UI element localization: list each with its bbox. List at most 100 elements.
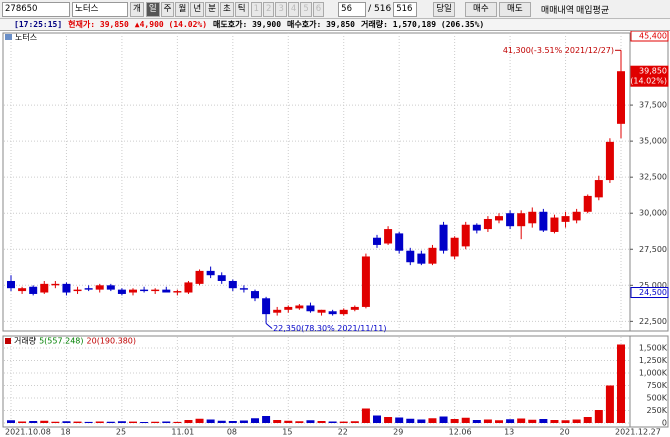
number-button[interactable]: 3 <box>275 1 287 17</box>
info-item: 거래량: 1,570,189 (206.35%) <box>361 20 485 29</box>
number-button[interactable]: 6 <box>312 1 325 17</box>
x-tick-label: 25 <box>116 428 126 437</box>
total-input[interactable]: 516 <box>393 1 418 17</box>
volume-bar <box>517 418 526 423</box>
x-tick-label: 2021.10.08 <box>5 428 51 437</box>
candle-body <box>417 253 426 264</box>
candle-body <box>95 285 104 290</box>
volume-bar <box>29 421 38 423</box>
period-button[interactable]: 일 <box>145 1 160 17</box>
candle-body <box>306 305 315 312</box>
candle-body <box>361 256 370 307</box>
candle-body <box>151 289 160 292</box>
period-button[interactable]: 주 <box>160 1 175 17</box>
volume-bar <box>328 421 337 423</box>
info-bar: [17:25:15] 현재가: 39,850 ▲4,900 (14.02%) 매도호가… <box>0 19 670 31</box>
today-check[interactable]: 당일 <box>433 1 455 17</box>
buy-button[interactable]: 매수 <box>464 1 497 17</box>
volume-bar <box>95 421 104 423</box>
y-tick-label: 750K <box>646 381 667 390</box>
volume-bar <box>417 419 426 423</box>
unit-button[interactable]: 개 <box>130 1 144 17</box>
candle-body <box>483 218 492 230</box>
candle-body <box>284 306 293 310</box>
volume-bar <box>184 420 193 423</box>
candle-body <box>461 224 470 247</box>
total-text: / 516 <box>368 4 392 14</box>
x-tick-label: 29 <box>393 428 403 437</box>
candle-body <box>339 309 348 315</box>
volume-bar <box>495 420 503 423</box>
y-tick-label: 30,000 <box>639 209 667 218</box>
annotation: 41,300(-3.51% 2021/12/27) <box>503 46 614 55</box>
count-input[interactable]: 56 <box>338 1 367 17</box>
volume-bar <box>594 410 603 423</box>
badge-label: 39,850 <box>639 67 667 76</box>
candle-body <box>51 283 60 286</box>
volume-axis <box>629 335 669 428</box>
volume-bar <box>384 417 393 423</box>
price-badge <box>630 31 669 42</box>
badge-label: 45,400 <box>639 32 667 41</box>
candle-body <box>262 298 271 315</box>
volume-bar <box>428 418 437 423</box>
period-button[interactable]: 년 <box>190 1 205 17</box>
period-button[interactable]: 분 <box>205 1 219 17</box>
candle-body <box>184 282 193 293</box>
x-tick-label: 22 <box>338 428 348 437</box>
volume-bar <box>140 422 149 423</box>
volume-bar <box>572 419 581 423</box>
name-input[interactable]: 노터스 <box>72 1 128 17</box>
period-button[interactable]: 월 <box>175 1 190 17</box>
volume-bar <box>18 421 27 423</box>
candle-body <box>539 211 548 231</box>
number-button[interactable]: 5 <box>300 1 312 17</box>
candle-body <box>583 195 592 212</box>
volume-bar <box>173 421 182 423</box>
number-button[interactable]: 4 <box>287 1 300 17</box>
volume-bar <box>472 420 481 423</box>
candle-body <box>373 237 381 245</box>
candle-body <box>328 311 337 315</box>
period-button[interactable]: 초 <box>219 1 234 17</box>
info-item: ▲4,900 (14.02%) <box>134 20 208 29</box>
badge-label: 24,500 <box>639 288 667 297</box>
volume-bar <box>273 420 282 423</box>
volume-bar <box>439 416 448 423</box>
number-button[interactable]: 2 <box>263 1 275 17</box>
candle-body <box>439 224 448 251</box>
price-panel <box>2 32 631 332</box>
title-icon <box>5 34 12 40</box>
code-input[interactable]: 278650 <box>2 1 70 17</box>
annotation-line <box>265 323 273 329</box>
price-badge <box>630 65 669 87</box>
x-tick-label: 15 <box>282 428 292 437</box>
candle-body <box>251 291 259 299</box>
candle-body <box>40 283 49 293</box>
period-button[interactable]: 틱 <box>234 1 249 17</box>
candle-body <box>217 275 226 281</box>
candle-body <box>450 237 459 257</box>
candle-body <box>517 213 526 227</box>
candle-body <box>7 280 15 289</box>
volume-bar <box>195 418 204 423</box>
y-tick-label: 37,500 <box>639 101 667 110</box>
candle-body <box>572 211 581 221</box>
volume-bar <box>306 420 315 423</box>
history-check[interactable]: 매매내역 <box>540 5 574 16</box>
volume-bar <box>73 421 82 423</box>
avg-check[interactable]: 매입평균 <box>576 5 610 16</box>
candle-body <box>550 217 559 232</box>
volume-bar <box>339 421 348 423</box>
volume-bar <box>550 420 559 423</box>
annotation: 22,350(78.30% 2021/11/11) <box>273 324 386 333</box>
y-tick-label: 27,500 <box>639 245 667 254</box>
sell-button[interactable]: 매도 <box>498 1 531 17</box>
candle-body <box>317 309 326 313</box>
volume-panel <box>2 335 631 428</box>
number-button[interactable]: 1 <box>250 1 263 17</box>
volume-bar <box>284 420 293 423</box>
price-badge <box>630 287 669 299</box>
